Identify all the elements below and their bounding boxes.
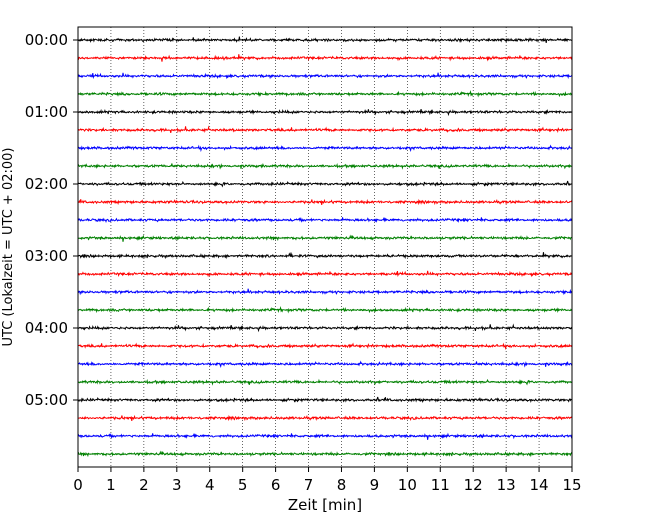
seismogram-trace	[77, 108, 573, 117]
y-tick-label: 03:00	[25, 247, 68, 265]
seismogram-trace	[77, 162, 573, 170]
y-tick-label: 00:00	[25, 31, 68, 49]
seismogram-trace	[77, 323, 573, 333]
x-tick-label: 5	[238, 476, 248, 494]
seismogram-trace	[77, 36, 573, 44]
seismogram-trace	[77, 216, 573, 223]
seismogram-trace	[77, 450, 573, 458]
x-tick-label: 11	[431, 476, 450, 494]
seismogram-trace	[77, 432, 573, 440]
seismogram-trace	[77, 360, 573, 369]
y-tick-label: 05:00	[25, 391, 68, 409]
x-tick-label: 12	[464, 476, 483, 494]
seismogram-trace	[77, 252, 573, 260]
y-axis-label: UTC (Lokalzeit = UTC + 02:00)	[1, 148, 16, 347]
seismogram-trace	[77, 306, 573, 314]
seismogram-trace	[77, 234, 573, 242]
seismogram-trace	[77, 270, 573, 278]
seismogram-trace	[77, 54, 573, 62]
seismogram-trace	[77, 144, 573, 153]
x-tick-label: 1	[106, 476, 116, 494]
x-tick-label: 10	[398, 476, 417, 494]
seismogram-trace	[77, 198, 573, 206]
x-tick-label: 4	[205, 476, 215, 494]
y-tick-label: 01:00	[25, 103, 68, 121]
x-tick-label: 6	[271, 476, 281, 494]
seismogram-trace	[77, 396, 573, 404]
seismogram-trace	[77, 414, 573, 422]
x-tick-label: 2	[139, 476, 149, 494]
y-tick-label: 02:00	[25, 175, 68, 193]
seismogram-trace	[77, 378, 573, 386]
seismogram-trace	[77, 72, 573, 80]
seismogram-trace	[77, 288, 573, 296]
x-tick-label: 9	[370, 476, 380, 494]
x-tick-label: 14	[530, 476, 549, 494]
x-tick-label: 13	[497, 476, 516, 494]
plot-frame	[77, 26, 573, 468]
x-tick-label: 15	[562, 476, 581, 494]
x-axis-label: Zeit [min]	[288, 496, 362, 514]
x-tick-label: 7	[304, 476, 314, 494]
x-tick-label: 3	[172, 476, 182, 494]
seismogram-trace	[77, 90, 573, 98]
y-axis-ticks: 00:00 01:00 02:00 03:00 04:00 05:00	[25, 31, 78, 409]
vertical-grid	[110, 27, 540, 467]
seismogram-trace	[77, 125, 573, 134]
x-tick-label: 8	[337, 476, 347, 494]
x-tick-label: 0	[73, 476, 83, 494]
trace-group	[77, 36, 573, 458]
x-axis-ticks: 0 1 2 3 4 5 6 7 8 9 10 11 12 13 14 15	[73, 467, 582, 494]
y-tick-label: 04:00	[25, 319, 68, 337]
seismogram-trace	[77, 180, 573, 188]
seismogram-trace	[77, 342, 573, 351]
